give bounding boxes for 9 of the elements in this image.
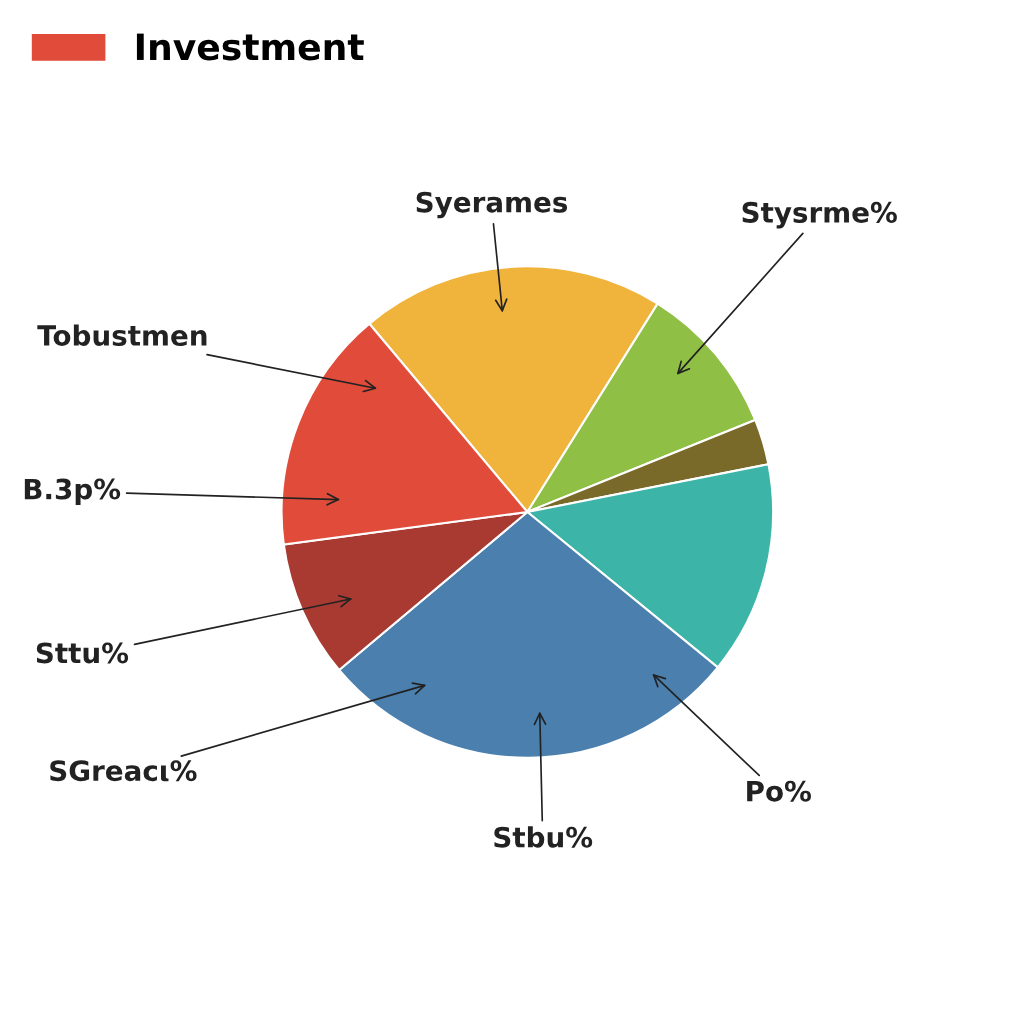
text: Stbu% [494,826,593,848]
legend-label: Investment [136,33,364,61]
text: B.3p% [24,478,121,505]
text: Po% [747,780,811,802]
text: SGreacι% [50,760,197,782]
text: Stysrme% [742,201,897,229]
text: Sttu% [36,642,129,664]
text: Syerames [416,191,568,219]
text: Tobustmen [37,324,207,346]
